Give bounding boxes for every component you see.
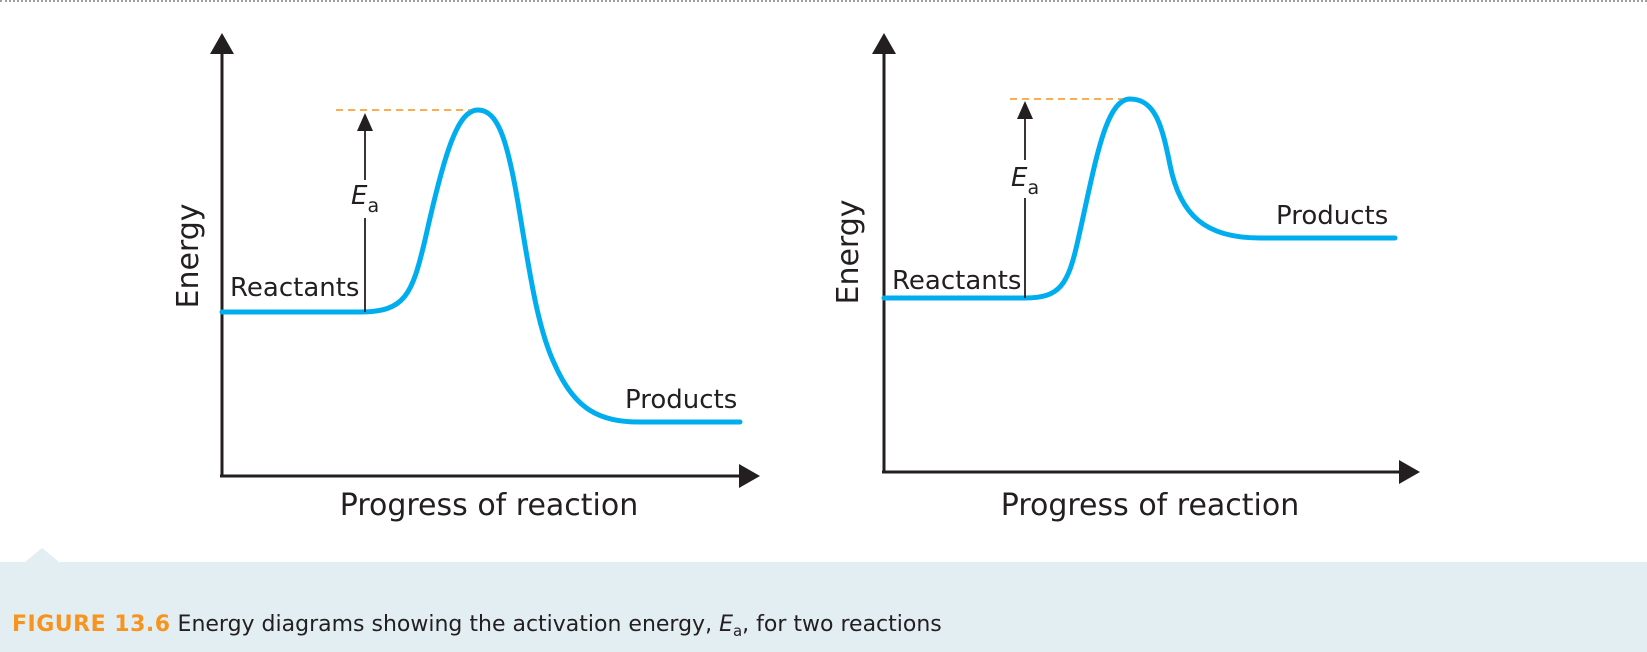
diagram-1-reactants-label: Reactants — [230, 273, 359, 303]
diagram-1-ea-label-backdrop — [346, 180, 384, 218]
diagram-2-y-axis-arrowhead — [872, 33, 896, 54]
diagram-2-x-axis-title: Progress of reaction — [1001, 488, 1300, 523]
diagram-1-y-axis-title: Energy — [171, 203, 206, 308]
caption-text-after: , for two reactions — [742, 612, 942, 637]
diagram-1-y-axis-arrowhead — [210, 33, 234, 54]
diagram-1: Ea Reactants Products Energy Progress of… — [171, 33, 760, 523]
diagram-2-ea-label: Ea — [1011, 163, 1039, 199]
diagram-2-energy-curve — [881, 96, 1398, 301]
diagram-2-ea-arrowhead — [1017, 101, 1033, 119]
diagram-1-products-label: Products — [625, 385, 737, 415]
caption-notch — [20, 548, 64, 566]
diagram-2: Ea Reactants Products Energy Progress of… — [831, 33, 1420, 523]
top-dotted-rule — [0, 0, 1647, 2]
figure-number: FIGURE 13.6 — [12, 612, 171, 637]
caption-bar — [0, 562, 1647, 652]
diagram-2-products-label: Products — [1276, 201, 1388, 231]
diagram-1-x-axis-arrowhead — [739, 464, 760, 488]
diagram-1-ea-arrowhead — [357, 113, 373, 131]
diagram-2-reactants-label: Reactants — [892, 266, 1021, 296]
caption-subscript: a — [732, 622, 743, 640]
diagram-2-y-axis-title: Energy — [831, 199, 866, 304]
diagram-2-x-axis-arrowhead — [1399, 460, 1420, 484]
diagram-1-x-axis-title: Progress of reaction — [340, 488, 639, 523]
diagram-2-ea-label-backdrop — [1006, 160, 1044, 198]
diagram-1-energy-curve — [219, 107, 743, 425]
diagram-1-ea-label: Ea — [351, 181, 379, 217]
figure-caption: FIGURE 13.6 Energy diagrams showing the … — [12, 610, 942, 646]
caption-text-before: Energy diagrams showing the activation e… — [177, 612, 720, 637]
energy-diagrams: Ea Reactants Products Energy Progress of… — [171, 33, 1420, 523]
caption-symbol: E — [719, 612, 733, 637]
